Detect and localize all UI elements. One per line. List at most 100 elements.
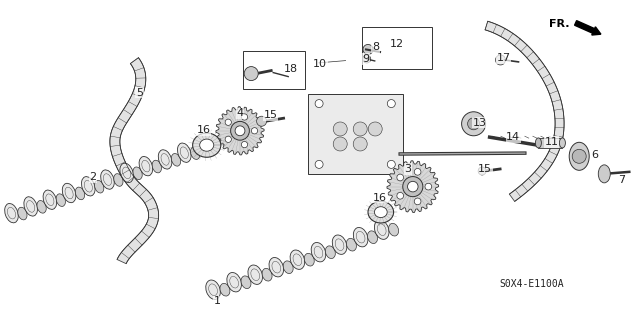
Ellipse shape [374,220,389,239]
Circle shape [408,181,418,192]
Text: 13: 13 [473,118,487,128]
Circle shape [368,122,382,136]
Text: 17: 17 [497,53,511,63]
Ellipse shape [374,207,387,218]
Circle shape [333,137,348,151]
Ellipse shape [133,167,142,180]
Ellipse shape [304,253,314,266]
Ellipse shape [227,272,241,292]
Circle shape [252,128,258,134]
Ellipse shape [346,238,356,251]
Ellipse shape [269,257,284,277]
Bar [243,51,305,89]
Ellipse shape [241,276,251,289]
Circle shape [425,183,432,190]
Ellipse shape [284,261,293,273]
Ellipse shape [353,227,368,247]
Ellipse shape [200,139,214,151]
Bar [308,94,403,174]
Circle shape [397,174,404,181]
Ellipse shape [62,183,76,203]
Circle shape [414,198,421,205]
Text: 2: 2 [89,172,97,182]
Ellipse shape [177,143,191,162]
Circle shape [230,122,250,140]
Text: 16: 16 [196,125,211,135]
Circle shape [225,136,232,143]
Text: 12: 12 [390,39,404,49]
Ellipse shape [4,204,19,223]
Ellipse shape [193,133,221,157]
Circle shape [387,100,396,108]
Ellipse shape [206,280,220,300]
Polygon shape [485,21,564,201]
Polygon shape [216,107,264,155]
Text: 4: 4 [236,108,244,118]
Text: 10: 10 [313,59,327,69]
Ellipse shape [37,201,46,213]
Text: 5: 5 [136,87,143,98]
Ellipse shape [43,190,57,209]
Ellipse shape [262,268,272,281]
Circle shape [315,100,323,108]
Text: 7: 7 [618,175,626,185]
Circle shape [353,122,367,136]
Ellipse shape [290,250,305,269]
Text: 16: 16 [373,193,387,203]
Text: 1: 1 [214,296,221,307]
Bar [538,138,563,148]
Circle shape [241,114,248,120]
Circle shape [363,55,371,63]
Ellipse shape [332,235,347,254]
Text: 18: 18 [284,63,298,74]
Text: 15: 15 [478,164,492,174]
Text: 14: 14 [506,132,520,142]
Circle shape [363,44,373,55]
Circle shape [468,118,479,130]
Ellipse shape [220,283,230,296]
FancyArrow shape [575,21,601,35]
Circle shape [397,192,404,199]
Circle shape [495,55,506,65]
Ellipse shape [172,153,180,166]
Ellipse shape [191,147,200,160]
Ellipse shape [368,201,394,223]
Ellipse shape [114,174,123,186]
Polygon shape [387,161,438,212]
Text: 11: 11 [545,137,559,147]
Circle shape [478,167,486,175]
Ellipse shape [325,246,335,258]
Circle shape [225,119,232,125]
Ellipse shape [24,197,38,216]
Ellipse shape [367,231,378,243]
Ellipse shape [248,265,262,285]
Ellipse shape [120,163,134,182]
Ellipse shape [598,165,611,183]
Ellipse shape [569,142,589,170]
Ellipse shape [536,138,541,148]
Text: 8: 8 [372,42,380,52]
Polygon shape [110,58,159,264]
Ellipse shape [76,187,84,200]
Circle shape [315,160,323,168]
Text: 6: 6 [592,150,598,160]
Circle shape [257,116,267,126]
Circle shape [241,141,248,148]
Circle shape [414,168,421,175]
Ellipse shape [311,242,326,262]
Text: 3: 3 [404,164,411,174]
Ellipse shape [56,194,65,206]
Ellipse shape [81,177,95,196]
Circle shape [572,149,586,163]
Ellipse shape [158,150,172,169]
Ellipse shape [152,160,161,173]
Text: 9: 9 [362,54,370,64]
Ellipse shape [388,223,399,236]
Text: 15: 15 [264,110,278,120]
Circle shape [353,137,367,151]
Ellipse shape [559,138,565,148]
Text: S0X4-E1100A: S0X4-E1100A [499,279,563,289]
Bar [362,27,431,70]
Ellipse shape [100,170,115,189]
Circle shape [403,177,423,197]
